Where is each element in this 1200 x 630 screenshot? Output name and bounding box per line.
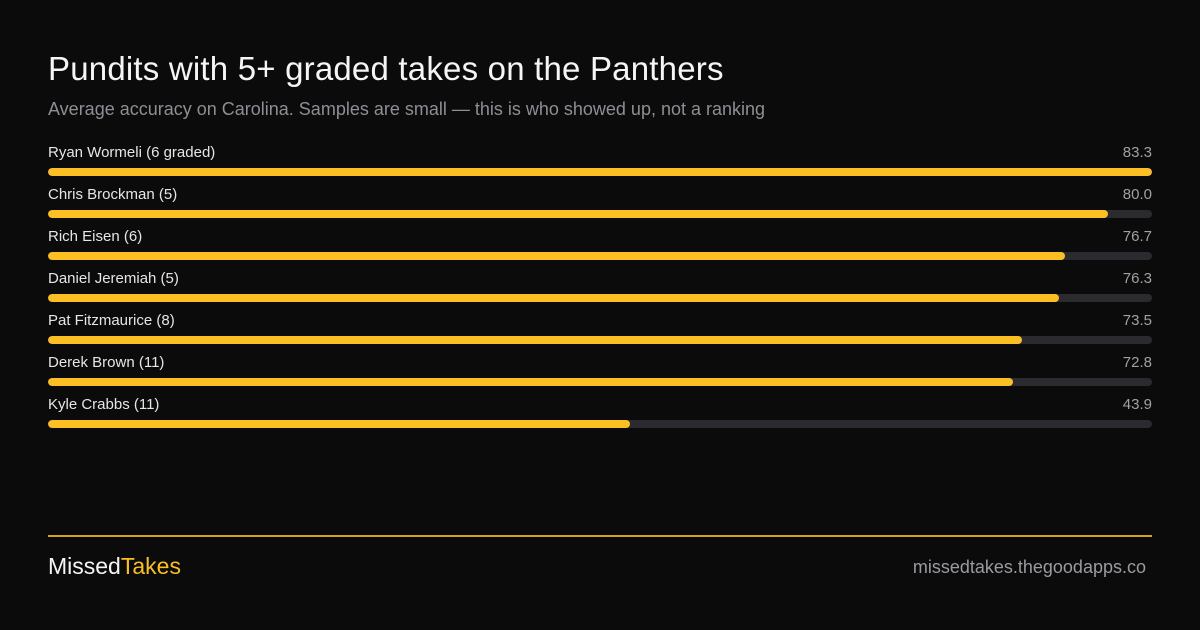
chart-title: Pundits with 5+ graded takes on the Pant… (48, 50, 724, 87)
chart-subtitle: Average accuracy on Carolina. Samples ar… (48, 99, 766, 119)
bar-fill (48, 336, 1023, 344)
bar-fill (48, 378, 1013, 386)
bar-label: Daniel Jeremiah (5) (48, 270, 179, 287)
bar-row: Kyle Crabbs (11) 43.9 (48, 396, 1152, 438)
bar-fill (48, 294, 1060, 302)
bar-label: Ryan Wormeli (6 graded) (48, 144, 216, 161)
bar-row: Ryan Wormeli (6 graded) 83.3 (48, 144, 1152, 186)
bar-track (48, 378, 1152, 386)
bar-track (48, 294, 1152, 302)
bar-label: Derek Brown (11) (48, 354, 165, 371)
site-url: missedtakes.thegoodapps.co (912, 557, 1146, 577)
bar-value-label: 43.9 (1122, 396, 1152, 413)
bar-label: Pat Fitzmaurice (8) (48, 312, 175, 329)
bar-value-label: 76.7 (1122, 228, 1152, 245)
bar-fill (48, 420, 630, 428)
bar-track (48, 336, 1152, 344)
bar-row: Pat Fitzmaurice (8) 73.5 (48, 312, 1152, 354)
bar-value-label: 73.5 (1122, 312, 1152, 329)
bar-track (48, 168, 1152, 176)
bar-track (48, 420, 1152, 428)
bar-row: Daniel Jeremiah (5) 76.3 (48, 270, 1152, 312)
bar-row: Derek Brown (11) 72.8 (48, 354, 1152, 396)
bar-row: Chris Brockman (5) 80.0 (48, 186, 1152, 228)
bar-value-label: 72.8 (1122, 354, 1152, 371)
bar-track (48, 210, 1152, 218)
bar-row: Rich Eisen (6) 76.7 (48, 228, 1152, 270)
bar-value-label: 83.3 (1122, 144, 1152, 161)
bar-fill (48, 168, 1152, 176)
footer-divider (48, 535, 1152, 537)
bar-track (48, 252, 1152, 260)
brand-name-takes: Takes (120, 553, 181, 579)
brand-logo: MissedTakes (48, 553, 181, 580)
bar-label: Rich Eisen (6) (48, 228, 143, 245)
bar-list: Ryan Wormeli (6 graded) 83.3 Chris Brockma… (48, 144, 1152, 438)
brand-name-missed: Missed (48, 553, 121, 579)
bar-label: Chris Brockman (5) (48, 186, 178, 203)
bar-value-label: 76.3 (1122, 270, 1152, 287)
bar-label: Kyle Crabbs (11) (48, 396, 160, 413)
bar-value-label: 80.0 (1122, 186, 1152, 203)
bar-fill (48, 210, 1109, 218)
bar-fill (48, 252, 1065, 260)
